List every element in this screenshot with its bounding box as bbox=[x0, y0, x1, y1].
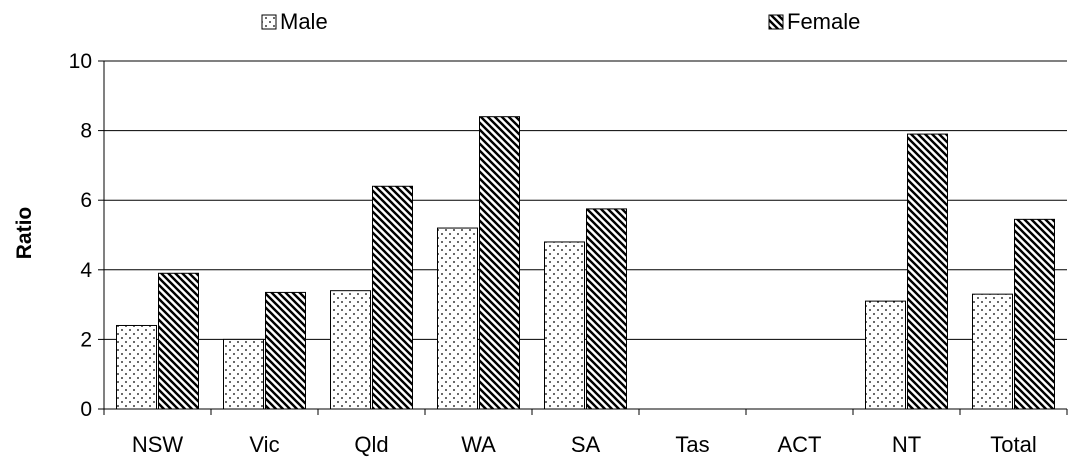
bar-female-qld bbox=[372, 185, 413, 410]
x-tick-label-act: ACT bbox=[778, 432, 822, 457]
x-axis-labels: NSW Vic Qld WA SA Tas ACT NT Total bbox=[132, 432, 1037, 457]
x-tick-label-tas: Tas bbox=[675, 432, 709, 457]
y-tick-label-2: 2 bbox=[80, 328, 92, 351]
legend-swatch-female bbox=[768, 14, 784, 30]
x-tick-label-sa: SA bbox=[571, 432, 601, 457]
y-tick-label-8: 8 bbox=[80, 120, 92, 143]
bar-female-total bbox=[1014, 218, 1055, 410]
bar-male-wa bbox=[437, 227, 478, 410]
bar-female-vic bbox=[265, 291, 306, 410]
bar-male-qld bbox=[330, 290, 371, 410]
x-tick-label-nt: NT bbox=[892, 432, 921, 457]
bar-male-nt bbox=[865, 300, 906, 410]
x-tick-label-qld: Qld bbox=[354, 432, 388, 457]
legend-label-female: Female bbox=[787, 9, 860, 34]
y-tick-label-6: 6 bbox=[80, 189, 92, 212]
bar-female-nt bbox=[907, 133, 948, 410]
bar-female-sa bbox=[586, 208, 627, 410]
y-tick-label-0: 0 bbox=[80, 398, 92, 421]
bar-female-wa bbox=[479, 116, 520, 410]
x-tick-label-total: Total bbox=[990, 432, 1036, 457]
x-tick-label-wa: WA bbox=[461, 432, 496, 457]
legend-item-male: Male bbox=[261, 9, 328, 34]
legend-label-male: Male bbox=[280, 9, 328, 34]
x-tick-label-vic: Vic bbox=[249, 432, 279, 457]
legend-swatch-male bbox=[261, 14, 277, 30]
gridlines bbox=[104, 60, 1067, 340]
bar-male-vic bbox=[223, 338, 264, 410]
bar-male-nsw bbox=[116, 324, 157, 410]
y-axis-ticks: 0 2 4 6 8 10 bbox=[69, 50, 104, 421]
y-tick-label-10: 10 bbox=[69, 50, 92, 73]
x-tick-label-nsw: NSW bbox=[132, 432, 184, 457]
bar-female-nsw bbox=[158, 272, 199, 410]
legend-item-female: Female bbox=[768, 9, 860, 34]
legend: Male Female bbox=[261, 9, 860, 34]
y-tick-label-4: 4 bbox=[80, 259, 92, 282]
y-axis-title: Ratio bbox=[13, 207, 36, 260]
axes bbox=[103, 61, 1068, 415]
bars bbox=[116, 116, 1055, 410]
bar-male-total bbox=[972, 293, 1013, 410]
bar-male-sa bbox=[544, 241, 585, 410]
